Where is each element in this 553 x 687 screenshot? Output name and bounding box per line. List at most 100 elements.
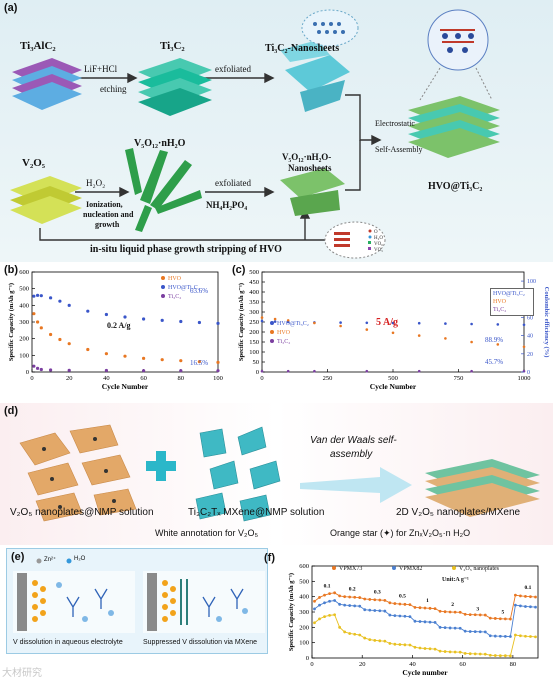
chart-b-rate: 0.2 A/g xyxy=(107,321,131,330)
y-tick-label: 600 xyxy=(299,563,309,570)
data-point xyxy=(333,613,336,617)
chart-c: 0 250 500 750 100005010015020025030035040045… xyxy=(238,269,550,391)
data-point xyxy=(508,617,512,621)
x-tick-label: 500 xyxy=(388,375,398,382)
data-point xyxy=(468,630,472,633)
data-point xyxy=(473,652,477,656)
data-point xyxy=(388,642,392,645)
electrode-right xyxy=(147,573,157,631)
data-point xyxy=(49,368,53,372)
data-point xyxy=(286,369,290,373)
data-point xyxy=(328,592,331,595)
panel-a-label: (a) xyxy=(4,2,18,14)
data-point xyxy=(348,632,352,635)
data-point xyxy=(86,309,90,313)
data-point xyxy=(522,345,526,349)
v2o5-solution-label: V₂O₅ nanoplates@NMP solution xyxy=(10,507,154,518)
y-right-tick-label: 40 xyxy=(527,334,533,340)
caption-right: Suppressed V dissolution via MXene xyxy=(143,639,258,646)
v2o5-label: V₂O₅ xyxy=(22,157,46,169)
data-point xyxy=(179,359,183,363)
data-point xyxy=(519,604,522,608)
data-point xyxy=(493,617,497,620)
y-tick-label: 0 xyxy=(256,369,259,376)
data-point xyxy=(417,369,421,373)
y-tick-label: 500 xyxy=(19,286,29,293)
rate-label: 0.3 xyxy=(374,590,381,596)
y-tick-label: 500 xyxy=(299,578,309,585)
data-point xyxy=(423,620,427,624)
data-point xyxy=(323,615,326,618)
data-point xyxy=(142,317,146,321)
data-point xyxy=(529,605,532,609)
data-point xyxy=(39,367,43,372)
data-point xyxy=(104,352,108,356)
legend-marker xyxy=(161,294,165,298)
data-point xyxy=(418,620,422,623)
data-point xyxy=(378,598,382,602)
data-point xyxy=(503,654,507,658)
caption-left: V dissolution in aqueous electrolyte xyxy=(13,639,123,646)
vdw-label-1: Van der Waals self- xyxy=(310,435,397,446)
legend-marker xyxy=(270,339,274,343)
data-point xyxy=(417,321,421,325)
panel-d: (d) xyxy=(0,403,553,545)
data-point xyxy=(463,652,467,655)
data-point xyxy=(488,616,492,620)
data-point xyxy=(313,369,316,373)
legend-h2o: H₂O xyxy=(374,236,383,241)
ti3alc2-label: Ti₃AlC₂ xyxy=(20,40,56,52)
data-point xyxy=(39,294,43,298)
data-point xyxy=(35,320,40,324)
data-point xyxy=(444,337,447,340)
data-point xyxy=(463,629,467,633)
chart-c-rate: 5 A/g xyxy=(376,317,398,328)
product-label: HVO@Ti₃C₂ xyxy=(428,181,483,192)
data-point xyxy=(408,603,412,607)
rate-label: 2 xyxy=(451,602,454,608)
legend-label: V₂O₅ nanoplates xyxy=(459,566,500,572)
y-right-tick-label: 0 xyxy=(527,370,530,376)
v5o12-crystal-cluster xyxy=(125,148,202,232)
data-point xyxy=(524,594,527,598)
data-point xyxy=(403,602,407,606)
data-point xyxy=(417,334,421,337)
panel-a-graphics: O H₂O VO₆ VO₅ xyxy=(10,9,500,259)
etching-label: etching xyxy=(100,84,127,94)
electrode-left xyxy=(17,573,27,631)
data-point xyxy=(428,647,432,651)
nanosheet-zoom-bubble xyxy=(301,9,359,47)
data-point xyxy=(32,364,36,368)
data-point xyxy=(519,594,522,598)
data-point xyxy=(418,646,422,650)
data-point xyxy=(470,322,473,326)
data-point xyxy=(534,635,537,639)
data-point xyxy=(343,630,347,634)
data-point xyxy=(273,320,277,323)
y-axis-label: Specific Capacity (mAh g⁻¹) xyxy=(288,573,295,651)
data-point xyxy=(197,320,201,325)
data-point xyxy=(260,316,264,319)
data-point xyxy=(35,293,40,297)
data-point xyxy=(378,609,382,613)
data-point xyxy=(273,317,277,321)
chart-b: 0 20 40 60 80 100 0 100 200 300 400 500 600 Cycle Num… xyxy=(8,269,223,391)
data-point xyxy=(428,620,432,624)
data-point xyxy=(493,654,497,657)
v5o12-label: V₅O₁₂·nH₂O xyxy=(134,138,186,149)
data-point xyxy=(328,613,331,617)
data-point xyxy=(363,636,367,640)
ionization-label: Ionization, xyxy=(86,200,123,209)
data-point xyxy=(478,652,482,656)
data-point xyxy=(524,605,527,608)
data-point xyxy=(343,603,347,607)
data-point xyxy=(498,654,502,658)
data-point xyxy=(529,595,532,599)
data-point xyxy=(453,610,457,614)
data-point xyxy=(522,323,526,327)
legend-label: Ti₃C₂ xyxy=(168,294,181,300)
data-point xyxy=(216,321,220,325)
x-tick-label: 80 xyxy=(178,375,185,382)
legend-label: VPMX82 xyxy=(399,566,422,572)
x-axis-label: Cycle Number xyxy=(370,382,417,391)
